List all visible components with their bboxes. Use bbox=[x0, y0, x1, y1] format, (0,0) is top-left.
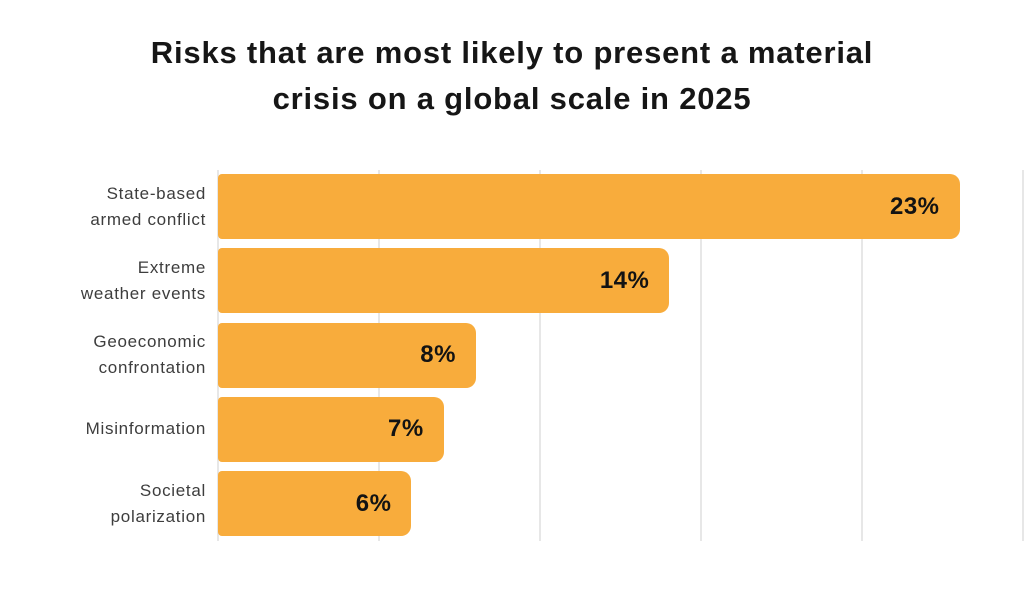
gridline bbox=[861, 170, 863, 541]
bar-track: 8% bbox=[218, 322, 1024, 388]
bar-row: State-based armed conflict 23% bbox=[0, 174, 1024, 239]
gridline bbox=[1022, 170, 1024, 541]
chart-title-line-1: Risks that are most likely to present a … bbox=[150, 35, 874, 70]
bar-chart: State-based armed conflict 23% Extreme w… bbox=[0, 174, 1024, 545]
bar-track: 14% bbox=[218, 248, 1024, 314]
category-label-line: polarization bbox=[110, 506, 206, 526]
chart-title: Risks that are most likely to present a … bbox=[0, 30, 1024, 122]
bar: 7% bbox=[218, 396, 444, 462]
bar-row: Geoeconomic confrontation 8% bbox=[0, 322, 1024, 388]
bar: 23% bbox=[218, 174, 960, 239]
category-label: Extreme weather events bbox=[0, 255, 218, 307]
category-label: Societal polarization bbox=[0, 478, 218, 530]
chart-title-line-2: crisis on a global scale in 2025 bbox=[272, 81, 752, 116]
category-label: Geoeconomic confrontation bbox=[0, 329, 218, 381]
category-label-line: armed conflict bbox=[90, 209, 206, 229]
category-label-line: Extreme bbox=[137, 257, 206, 277]
gridline bbox=[700, 170, 702, 541]
bar-track: 6% bbox=[218, 471, 1024, 536]
value-label: 8% bbox=[420, 341, 456, 368]
bar-track: 7% bbox=[218, 396, 1024, 462]
category-label-line: weather events bbox=[80, 283, 206, 303]
bar-row: Extreme weather events 14% bbox=[0, 248, 1024, 314]
bar: 8% bbox=[218, 322, 476, 388]
bar: 14% bbox=[218, 248, 670, 314]
value-label: 7% bbox=[387, 415, 424, 443]
bar-row: Misinformation 7% bbox=[0, 396, 1024, 462]
category-label-line: Misinformation bbox=[85, 419, 206, 439]
value-label: 23% bbox=[889, 192, 940, 220]
bar: 6% bbox=[218, 471, 412, 536]
category-label: State-based armed conflict bbox=[0, 181, 218, 233]
category-label-line: confrontation bbox=[98, 358, 206, 377]
value-label: 6% bbox=[355, 489, 392, 517]
bar-row: Societal polarization 6% bbox=[0, 471, 1024, 536]
category-label-line: Geoeconomic bbox=[93, 332, 206, 351]
category-label: Misinformation bbox=[0, 416, 218, 442]
category-label-line: Societal bbox=[139, 480, 206, 500]
value-label: 14% bbox=[599, 266, 650, 294]
bar-track: 23% bbox=[218, 174, 1024, 239]
category-label-line: State-based bbox=[106, 183, 206, 203]
gridline bbox=[539, 170, 541, 541]
